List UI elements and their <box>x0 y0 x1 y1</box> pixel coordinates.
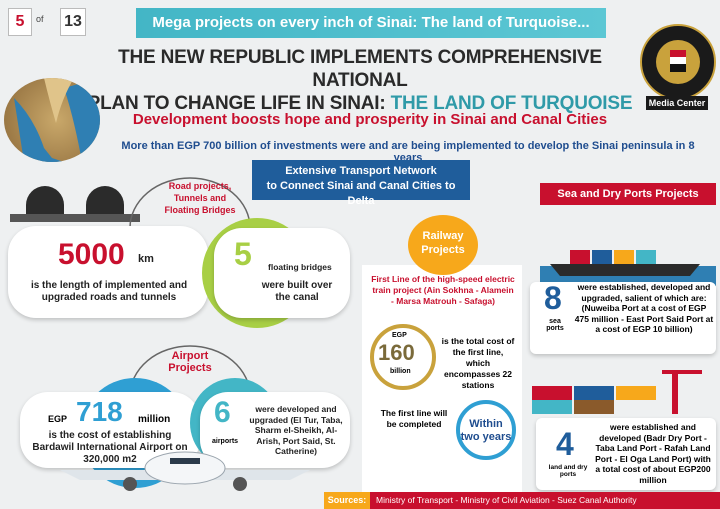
title-line-2: PLAN TO CHANGE LIFE IN SINAI: THE LAND O… <box>80 92 640 115</box>
title-highlight: THE LAND OF TURQUOISE <box>390 93 633 114</box>
dry-ports-card <box>536 418 716 490</box>
roads-km-value: 5000 <box>58 238 125 271</box>
bridges-unit: floating bridges <box>268 262 332 272</box>
page-of-label: of <box>36 14 44 24</box>
railway-cost-prefix: EGP <box>392 332 407 339</box>
bridges-value: 5 <box>234 236 252 272</box>
airport-cost-value: 718 <box>76 396 123 427</box>
airport-cost-desc: is the cost of establishing Bardawil Int… <box>32 430 188 465</box>
road-icon <box>10 214 140 222</box>
sinai-map-image <box>4 78 100 162</box>
roads-km-desc: is the length of implemented and upgrade… <box>30 280 188 303</box>
airport-count-value: 6 <box>214 396 231 429</box>
roads-km-unit: km <box>138 253 154 265</box>
airport-cost-prefix: EGP <box>48 414 68 424</box>
railway-complete-desc: The first line will be completed <box>380 408 448 429</box>
airport-cost-unit: million <box>138 414 171 425</box>
logo-label: Media Center <box>646 96 708 110</box>
sea-ports-unit: sea ports <box>546 318 564 332</box>
title-line-2a: PLAN TO CHANGE LIFE IN SINAI: <box>87 93 391 114</box>
roads-km-card <box>8 226 208 318</box>
subtitle: Development boosts hope and prosperity i… <box>132 111 608 128</box>
dry-ports-unit: land and dry ports <box>548 464 588 478</box>
airport-count-unit: airports <box>212 438 239 445</box>
ports-header: Sea and Dry Ports Projects <box>540 183 716 205</box>
transport-header-line-2: to Connect Sinai and Canal Cities to Del… <box>266 180 456 207</box>
page-total: 13 <box>60 8 86 36</box>
page-title: THE NEW REPUBLIC IMPLEMENTS COMPREHENSIV… <box>80 46 640 115</box>
airport-label: Airport Projects <box>168 350 212 374</box>
transport-header: Extensive Transport Network to Connect S… <box>252 160 470 207</box>
bridges-desc: were built over the canal <box>261 280 333 303</box>
title-line-1: THE NEW REPUBLIC IMPLEMENTS COMPREHENSIV… <box>118 47 602 91</box>
page-number: 5 <box>8 8 32 36</box>
railway-desc: First Line of the high-speed electric tr… <box>371 274 515 306</box>
cabinet-logo <box>640 24 716 100</box>
railway-cost-ring <box>370 324 436 390</box>
sources-text: Ministry of Transport - Ministry of Civi… <box>376 495 637 505</box>
sources-label: Sources: <box>324 492 370 509</box>
railway-cost-unit: billion <box>390 368 411 375</box>
bridges-card <box>214 228 350 318</box>
airport-count-card <box>200 392 350 468</box>
top-banner: Mega projects on every inch of Sinai: Th… <box>136 8 606 38</box>
railway-label: Railway Projects <box>408 215 478 275</box>
railway-complete-value: Within two years <box>456 400 516 460</box>
containers-icon <box>532 370 702 414</box>
railway-cost-value: 160 <box>378 340 415 365</box>
cargo-ship-icon <box>540 250 716 286</box>
airplane-icon <box>60 451 310 491</box>
tunnel-icon <box>86 186 124 216</box>
road-arc-icon <box>129 177 251 229</box>
eagle-emblem-icon <box>656 40 700 84</box>
tunnel-icon <box>26 186 64 216</box>
roads-label: Road projects, Tunnels and Floating Brid… <box>164 181 236 215</box>
sea-ports-card <box>530 282 716 354</box>
sea-ports-value: 8 <box>544 280 562 316</box>
transport-header-line-1: Extensive Transport Network <box>285 165 437 177</box>
sea-ports-desc: were established, developed and upgraded… <box>574 282 714 334</box>
dry-ports-value: 4 <box>556 426 574 462</box>
airport-arc-icon <box>129 345 251 397</box>
sources-bar <box>324 492 720 509</box>
airport-count-desc: were developed and upgraded (El Tur, Tab… <box>249 404 343 456</box>
railway-cost-desc: is the total cost of the first line, whi… <box>441 336 515 390</box>
dry-ports-desc: were established and developed (Badr Dry… <box>595 422 711 485</box>
